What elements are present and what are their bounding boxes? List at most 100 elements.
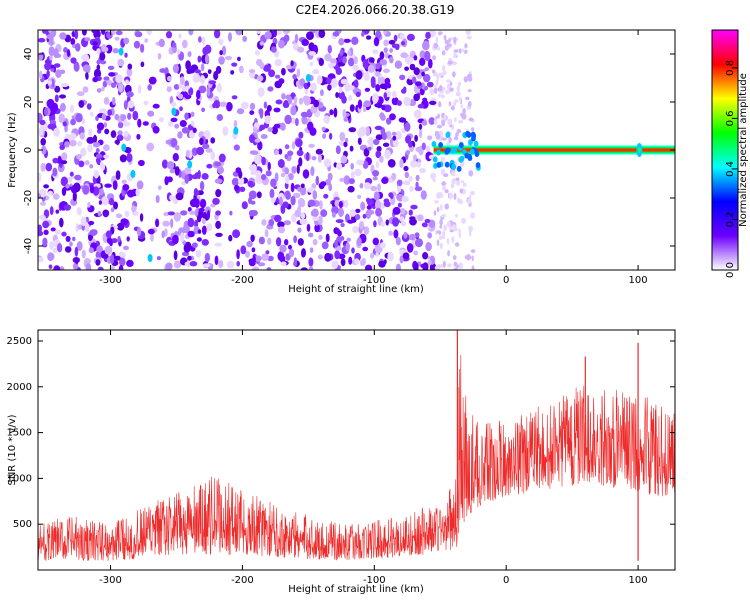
noise-blob <box>199 180 205 191</box>
noise-blob <box>75 113 83 123</box>
noise-blob <box>180 210 188 216</box>
noise-blob <box>217 82 222 93</box>
noise-blob <box>343 175 351 185</box>
noise-blob <box>53 63 61 68</box>
noise-blob <box>438 72 443 77</box>
noise-blob <box>458 120 464 124</box>
noise-blob <box>237 56 241 62</box>
noise-blob <box>398 117 407 123</box>
noise-blob <box>172 153 179 162</box>
noise-blob <box>234 184 240 192</box>
noise-blob <box>287 173 294 181</box>
noise-blob <box>46 69 50 78</box>
noise-blob <box>417 103 425 109</box>
noise-blob <box>413 55 418 61</box>
noise-blob <box>252 255 256 264</box>
noise-blob <box>199 137 204 146</box>
noise-blob <box>187 217 195 228</box>
noise-blob <box>375 207 383 217</box>
noise-blob <box>77 141 83 147</box>
noise-blob <box>241 201 248 210</box>
noise-blob <box>278 39 285 49</box>
noise-blob <box>267 237 272 245</box>
noise-blob <box>376 146 382 152</box>
noise-blob <box>338 91 345 100</box>
noise-blob <box>309 127 317 136</box>
noise-blob <box>439 224 443 229</box>
noise-blob <box>264 229 269 238</box>
noise-blob <box>465 96 470 100</box>
y-tick-label: 500 <box>13 519 32 530</box>
noise-blob <box>392 206 401 215</box>
noise-blob <box>345 242 350 252</box>
noise-blob <box>377 76 382 85</box>
noise-blob <box>301 39 310 46</box>
noise-blob <box>117 235 121 243</box>
noise-blob <box>460 180 465 184</box>
noise-blob <box>52 247 58 253</box>
noise-blob <box>133 40 141 49</box>
noise-blob <box>435 229 438 236</box>
noise-blob <box>84 37 91 42</box>
noise-blob <box>450 183 455 189</box>
noise-blob <box>393 34 398 42</box>
noise-blob <box>366 35 372 40</box>
noise-blob <box>86 136 95 144</box>
noise-blob <box>387 159 396 168</box>
noise-blob <box>323 115 331 124</box>
noise-blob <box>403 231 408 239</box>
noise-blob <box>117 83 124 93</box>
noise-blob <box>124 52 128 58</box>
noise-blob <box>205 148 213 153</box>
noise-blob <box>448 192 453 200</box>
noise-blob <box>159 68 167 73</box>
noise-blob <box>408 233 416 241</box>
x-tick-label: -300 <box>99 575 122 586</box>
noise-blob <box>315 148 323 155</box>
noise-blob <box>419 167 426 174</box>
noise-blob <box>63 47 68 53</box>
noise-blob <box>196 89 201 100</box>
noise-blob <box>80 216 87 227</box>
noise-blob <box>383 198 390 204</box>
noise-blob <box>452 71 456 78</box>
noise-blob <box>434 200 439 204</box>
noise-blob <box>426 81 434 88</box>
noise-blob <box>55 229 61 235</box>
noise-blob <box>207 69 212 74</box>
noise-blob <box>118 257 126 267</box>
noise-blob <box>119 154 127 163</box>
noise-blob <box>372 49 379 55</box>
noise-blob <box>65 235 71 242</box>
noise-blob <box>191 242 198 248</box>
noise-blob <box>340 78 348 85</box>
noise-blob <box>178 83 183 89</box>
noise-blob <box>182 225 190 234</box>
noise-blob <box>318 30 326 38</box>
noise-blob <box>177 131 183 139</box>
noise-blob <box>249 110 255 115</box>
noise-blob <box>403 165 409 172</box>
noise-blob <box>66 49 71 58</box>
noise-blob <box>96 245 103 253</box>
noise-blob <box>440 168 446 176</box>
noise-blob <box>456 85 460 93</box>
noise-blob <box>425 242 432 252</box>
noise-blob <box>228 32 232 42</box>
noise-blob <box>463 76 468 83</box>
noise-blob <box>319 200 323 210</box>
noise-blob <box>261 219 267 226</box>
noise-blob <box>300 212 306 219</box>
noise-blob <box>108 197 115 206</box>
noise-blob <box>453 267 458 270</box>
noise-blob <box>389 48 393 53</box>
noise-blob <box>196 214 202 223</box>
colorbar-tick-label: 0.4 <box>725 161 736 177</box>
colorbar: 0.0 0.2 0.4 0.6 0.8 Normalized spectral ampl… <box>711 29 749 278</box>
snr-x-label: Height of straight line (km) <box>288 584 424 595</box>
noise-blob <box>350 171 355 179</box>
noise-blob <box>322 133 327 139</box>
noise-blob <box>287 96 293 105</box>
noise-blob <box>161 230 165 239</box>
noise-blob <box>454 136 459 141</box>
